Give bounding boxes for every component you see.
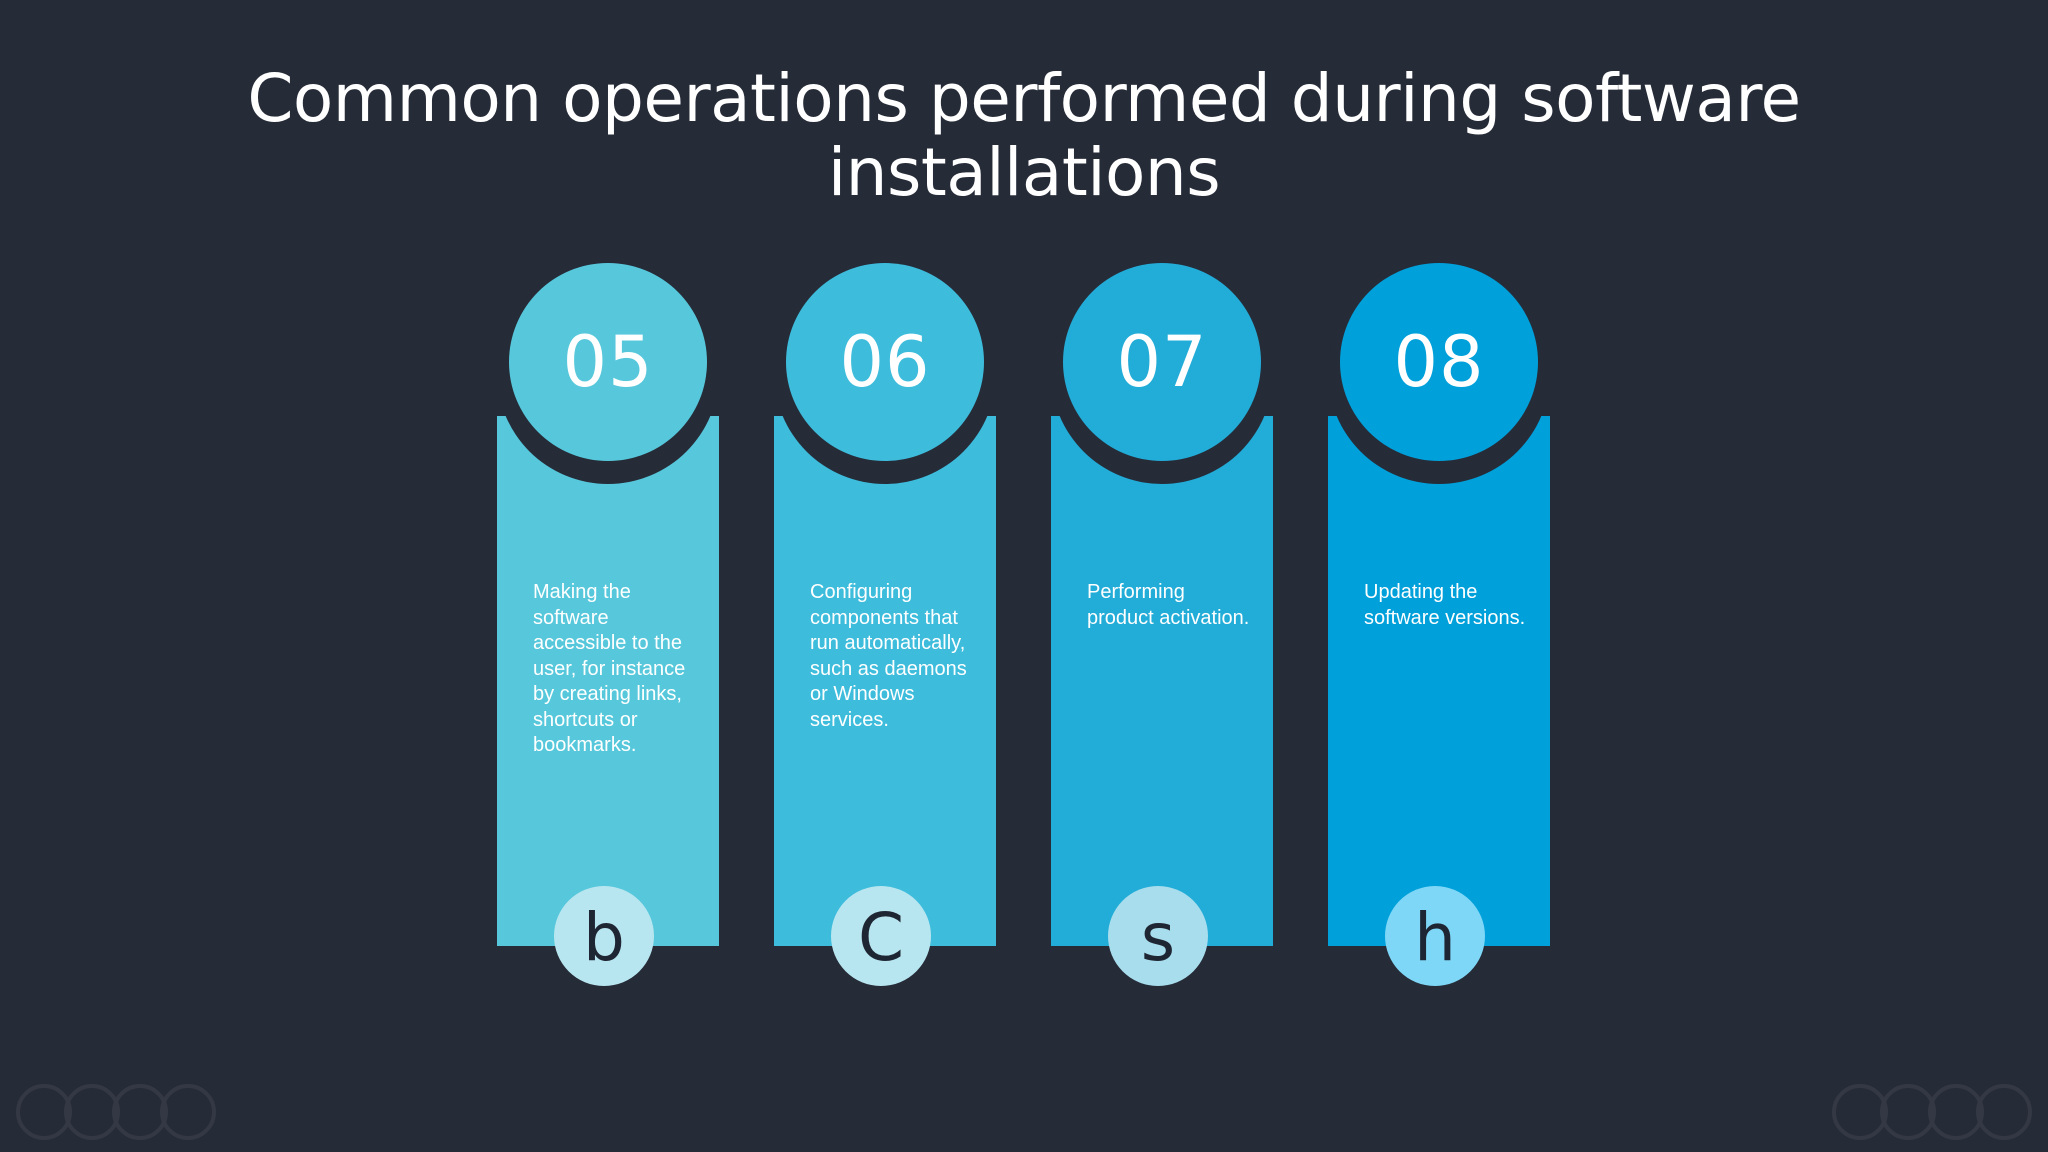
- icon-glyph: b: [583, 899, 625, 976]
- step-number: 05: [562, 321, 654, 403]
- letter-c-icon: C: [831, 886, 931, 986]
- step-number-circle: 07: [1063, 263, 1261, 461]
- decorative-rings-right: [1832, 1084, 2032, 1140]
- step-number: 06: [839, 321, 931, 403]
- step-card-05: 05 Making the software accessible to the…: [497, 262, 719, 990]
- step-number-circle: 08: [1340, 263, 1538, 461]
- step-panel: [1328, 416, 1550, 946]
- step-card-08: 08 Updating the software versions. h: [1328, 262, 1550, 990]
- letter-h-icon: h: [1385, 886, 1485, 986]
- step-description: Performing product activation.: [1087, 581, 1250, 629]
- step-number: 08: [1393, 321, 1485, 403]
- letter-s-icon: s: [1108, 886, 1208, 986]
- step-number-circle: 05: [509, 263, 707, 461]
- step-card-07: 07 Performing product activation. s: [1051, 262, 1273, 990]
- step-panel: [1051, 416, 1273, 946]
- slide-title: Common operations performed during softw…: [247, 60, 1801, 211]
- decorative-rings-left: [16, 1084, 216, 1140]
- step-description: Updating the software versions.: [1364, 581, 1526, 629]
- step-number-circle: 06: [786, 263, 984, 461]
- step-panel: [774, 416, 996, 946]
- icon-glyph: C: [857, 899, 905, 976]
- step-description: Configuring components that run automati…: [810, 581, 967, 731]
- icon-glyph: h: [1414, 899, 1456, 976]
- letter-b-icon: b: [554, 886, 654, 986]
- icon-glyph: s: [1140, 899, 1176, 976]
- step-panel: [497, 416, 719, 946]
- step-description: Making the software accessible to the us…: [533, 581, 686, 756]
- step-number: 07: [1116, 321, 1208, 403]
- step-card-06: 06 Configuring components that run autom…: [774, 262, 996, 990]
